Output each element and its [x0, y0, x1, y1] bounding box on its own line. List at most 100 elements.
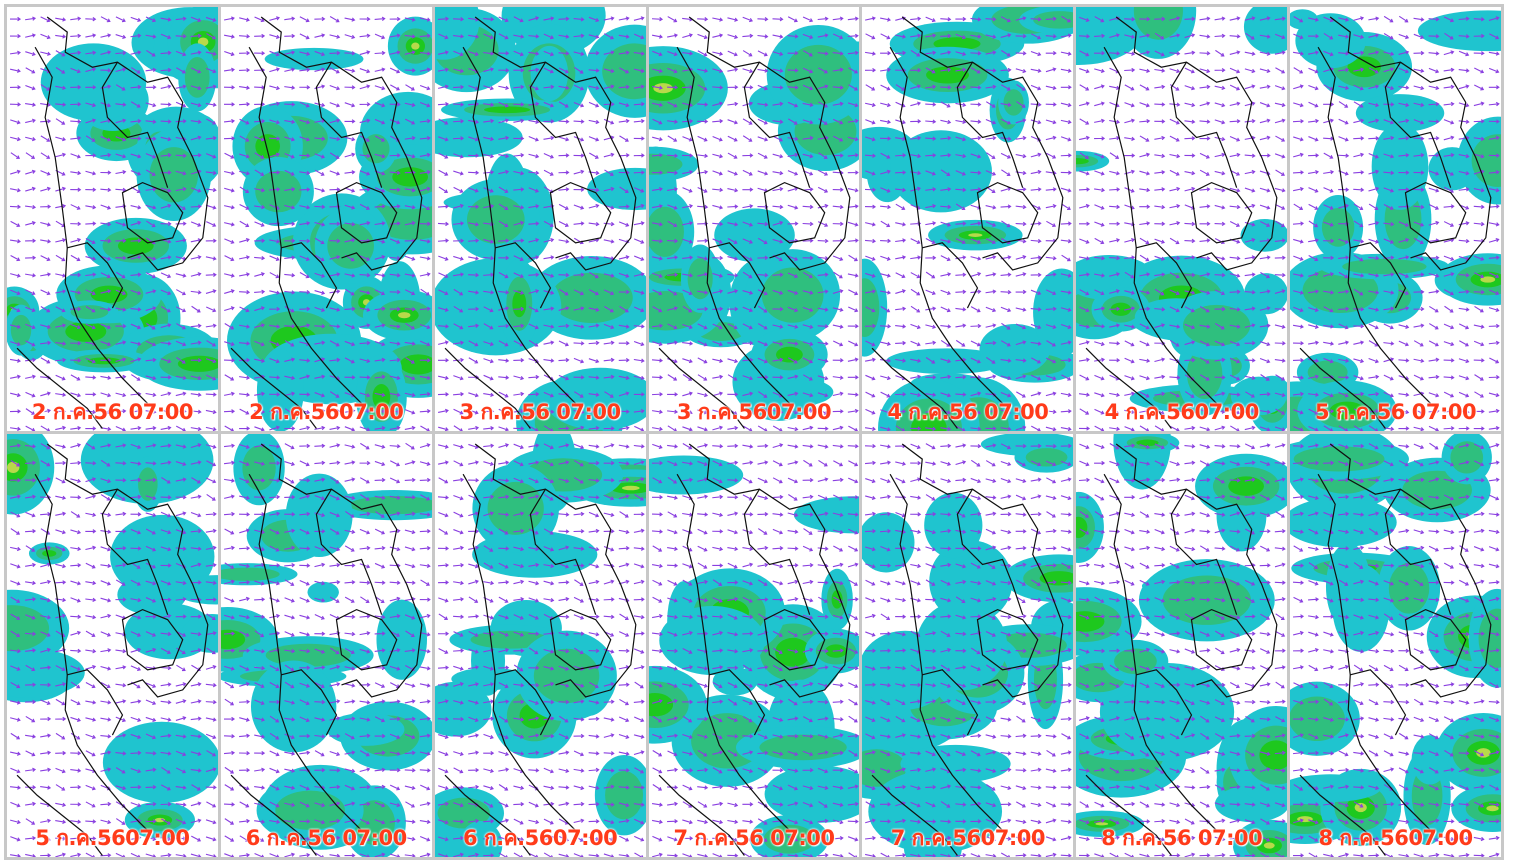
wind-arrow-icon — [437, 494, 449, 500]
wind-arrow-icon — [940, 409, 952, 415]
wind-arrow-icon — [1229, 510, 1241, 516]
wind-arrow-icon — [498, 442, 509, 448]
wind-arrow-icon — [512, 391, 524, 397]
wind-arrow-icon — [588, 408, 600, 413]
wind-arrow-icon — [895, 784, 907, 789]
wind-arrow-icon — [175, 119, 187, 124]
wind-arrow-icon — [1308, 85, 1319, 91]
wind-arrow-icon — [651, 136, 663, 142]
forecast-panel: 7 ก.ค.56 07:00 — [648, 433, 860, 857]
wind-arrow-icon — [651, 494, 663, 499]
wind-arrow-icon — [847, 596, 859, 601]
wind-arrow-icon — [190, 631, 202, 636]
wind-arrow-icon — [452, 50, 464, 57]
wind-arrow-icon — [940, 85, 952, 90]
wind-arrow-icon — [618, 375, 630, 380]
wind-arrow-icon — [25, 67, 36, 74]
wind-arrow-icon — [970, 119, 982, 124]
wind-arrow-icon — [633, 766, 644, 773]
wind-arrow-icon — [1308, 324, 1320, 329]
wind-arrow-icon — [1323, 32, 1334, 40]
wind-arrow-icon — [666, 358, 678, 364]
wind-arrow-icon — [666, 67, 678, 74]
wind-arrow-icon — [865, 853, 877, 857]
wind-arrow-icon — [10, 835, 21, 841]
wind-arrow-icon — [419, 698, 431, 704]
wind-arrows — [865, 15, 1073, 431]
wind-arrow-icon — [696, 392, 708, 398]
wind-arrow-icon — [344, 665, 356, 671]
wind-arrow-icon — [1079, 68, 1090, 74]
wind-arrow-icon — [1169, 545, 1181, 552]
wind-arrow-icon — [269, 732, 280, 739]
wind-arrow-icon — [497, 818, 509, 823]
wind-arrow-icon — [374, 595, 385, 603]
wind-arrow-icon — [1245, 221, 1256, 227]
wind-arrow-icon — [115, 477, 127, 482]
wind-arrow-icon — [482, 443, 494, 448]
wind-arrow-icon — [498, 16, 509, 23]
wind-arrow-icon — [1169, 460, 1181, 466]
wind-arrow-icon — [787, 50, 799, 56]
wind-arrow-icon — [85, 835, 97, 841]
wind-arrow-icon — [25, 16, 37, 21]
wind-arrow-icon — [603, 289, 614, 296]
wind-arrow-icon — [70, 323, 81, 330]
wind-arrow-icon — [802, 477, 814, 482]
wind-arrow-icon — [190, 613, 202, 619]
wind-arrow-icon — [1016, 733, 1028, 738]
wind-arrow-icon — [404, 273, 416, 278]
wind-arrow-icon — [498, 851, 508, 857]
wind-arrow-icon — [497, 375, 509, 380]
wind-arrow-icon — [497, 579, 509, 584]
wind-arrow-icon — [254, 272, 265, 277]
wind-arrow-icon — [1488, 119, 1500, 124]
wind-arrow-icon — [513, 836, 524, 841]
wind-arrow-icon — [438, 527, 448, 535]
wind-arrow-icon — [1094, 408, 1105, 415]
wind-arrow-icon — [895, 222, 907, 227]
wind-arrow-icon — [389, 50, 401, 55]
wind-arrow-icon — [145, 357, 157, 363]
wind-arrow-icon — [9, 358, 21, 363]
wind-arrow-icon — [70, 562, 82, 567]
wind-arrow-icon — [10, 494, 21, 499]
wind-arrow-icon — [772, 17, 784, 22]
wind-arrow-icon — [374, 273, 386, 278]
wind-arrow-icon — [666, 33, 678, 38]
wind-arrow-icon — [651, 766, 662, 773]
wind-arrow-icon — [1488, 85, 1500, 90]
wind-arrow-icon — [467, 528, 479, 533]
wind-arrow-icon — [314, 324, 326, 329]
wind-arrow-icon — [145, 204, 157, 210]
wind-arrow-icon — [405, 630, 415, 637]
wind-arrow-icon — [832, 391, 844, 397]
wind-arrow-icon — [925, 187, 937, 192]
wind-arrow-icon — [269, 152, 280, 158]
wind-arrow-icon — [1473, 289, 1485, 295]
wind-arrow-icon — [498, 391, 509, 398]
rain-area-moderate — [466, 195, 525, 244]
border-line — [743, 61, 810, 188]
wind-arrow-icon — [1139, 647, 1151, 653]
wind-arrow-icon — [130, 205, 142, 210]
wind-arrow-icon — [756, 664, 768, 670]
wind-arrow-icon — [453, 630, 464, 637]
wind-arrow-icon — [880, 391, 891, 398]
wind-arrow-icon — [666, 648, 678, 653]
wind-arrow-icon — [802, 221, 814, 227]
wind-arrow-icon — [160, 699, 172, 704]
wind-arrow-icon — [1199, 16, 1211, 21]
wind-arrow-icon — [85, 630, 96, 637]
wind-arrow-icon — [1061, 749, 1073, 755]
wind-arrow-icon — [1031, 835, 1042, 842]
wind-arrow-icon — [299, 374, 310, 380]
wind-arrow-icon — [1199, 101, 1211, 107]
rain-area-moderate — [255, 170, 302, 213]
wind-arrow-icon — [847, 289, 858, 296]
wind-arrow-icon — [633, 238, 645, 244]
wind-arrow-icon — [239, 477, 250, 483]
wind-arrow-icon — [389, 716, 401, 721]
wind-arrow-icon — [359, 33, 371, 38]
wind-arrow-icon — [847, 273, 859, 278]
